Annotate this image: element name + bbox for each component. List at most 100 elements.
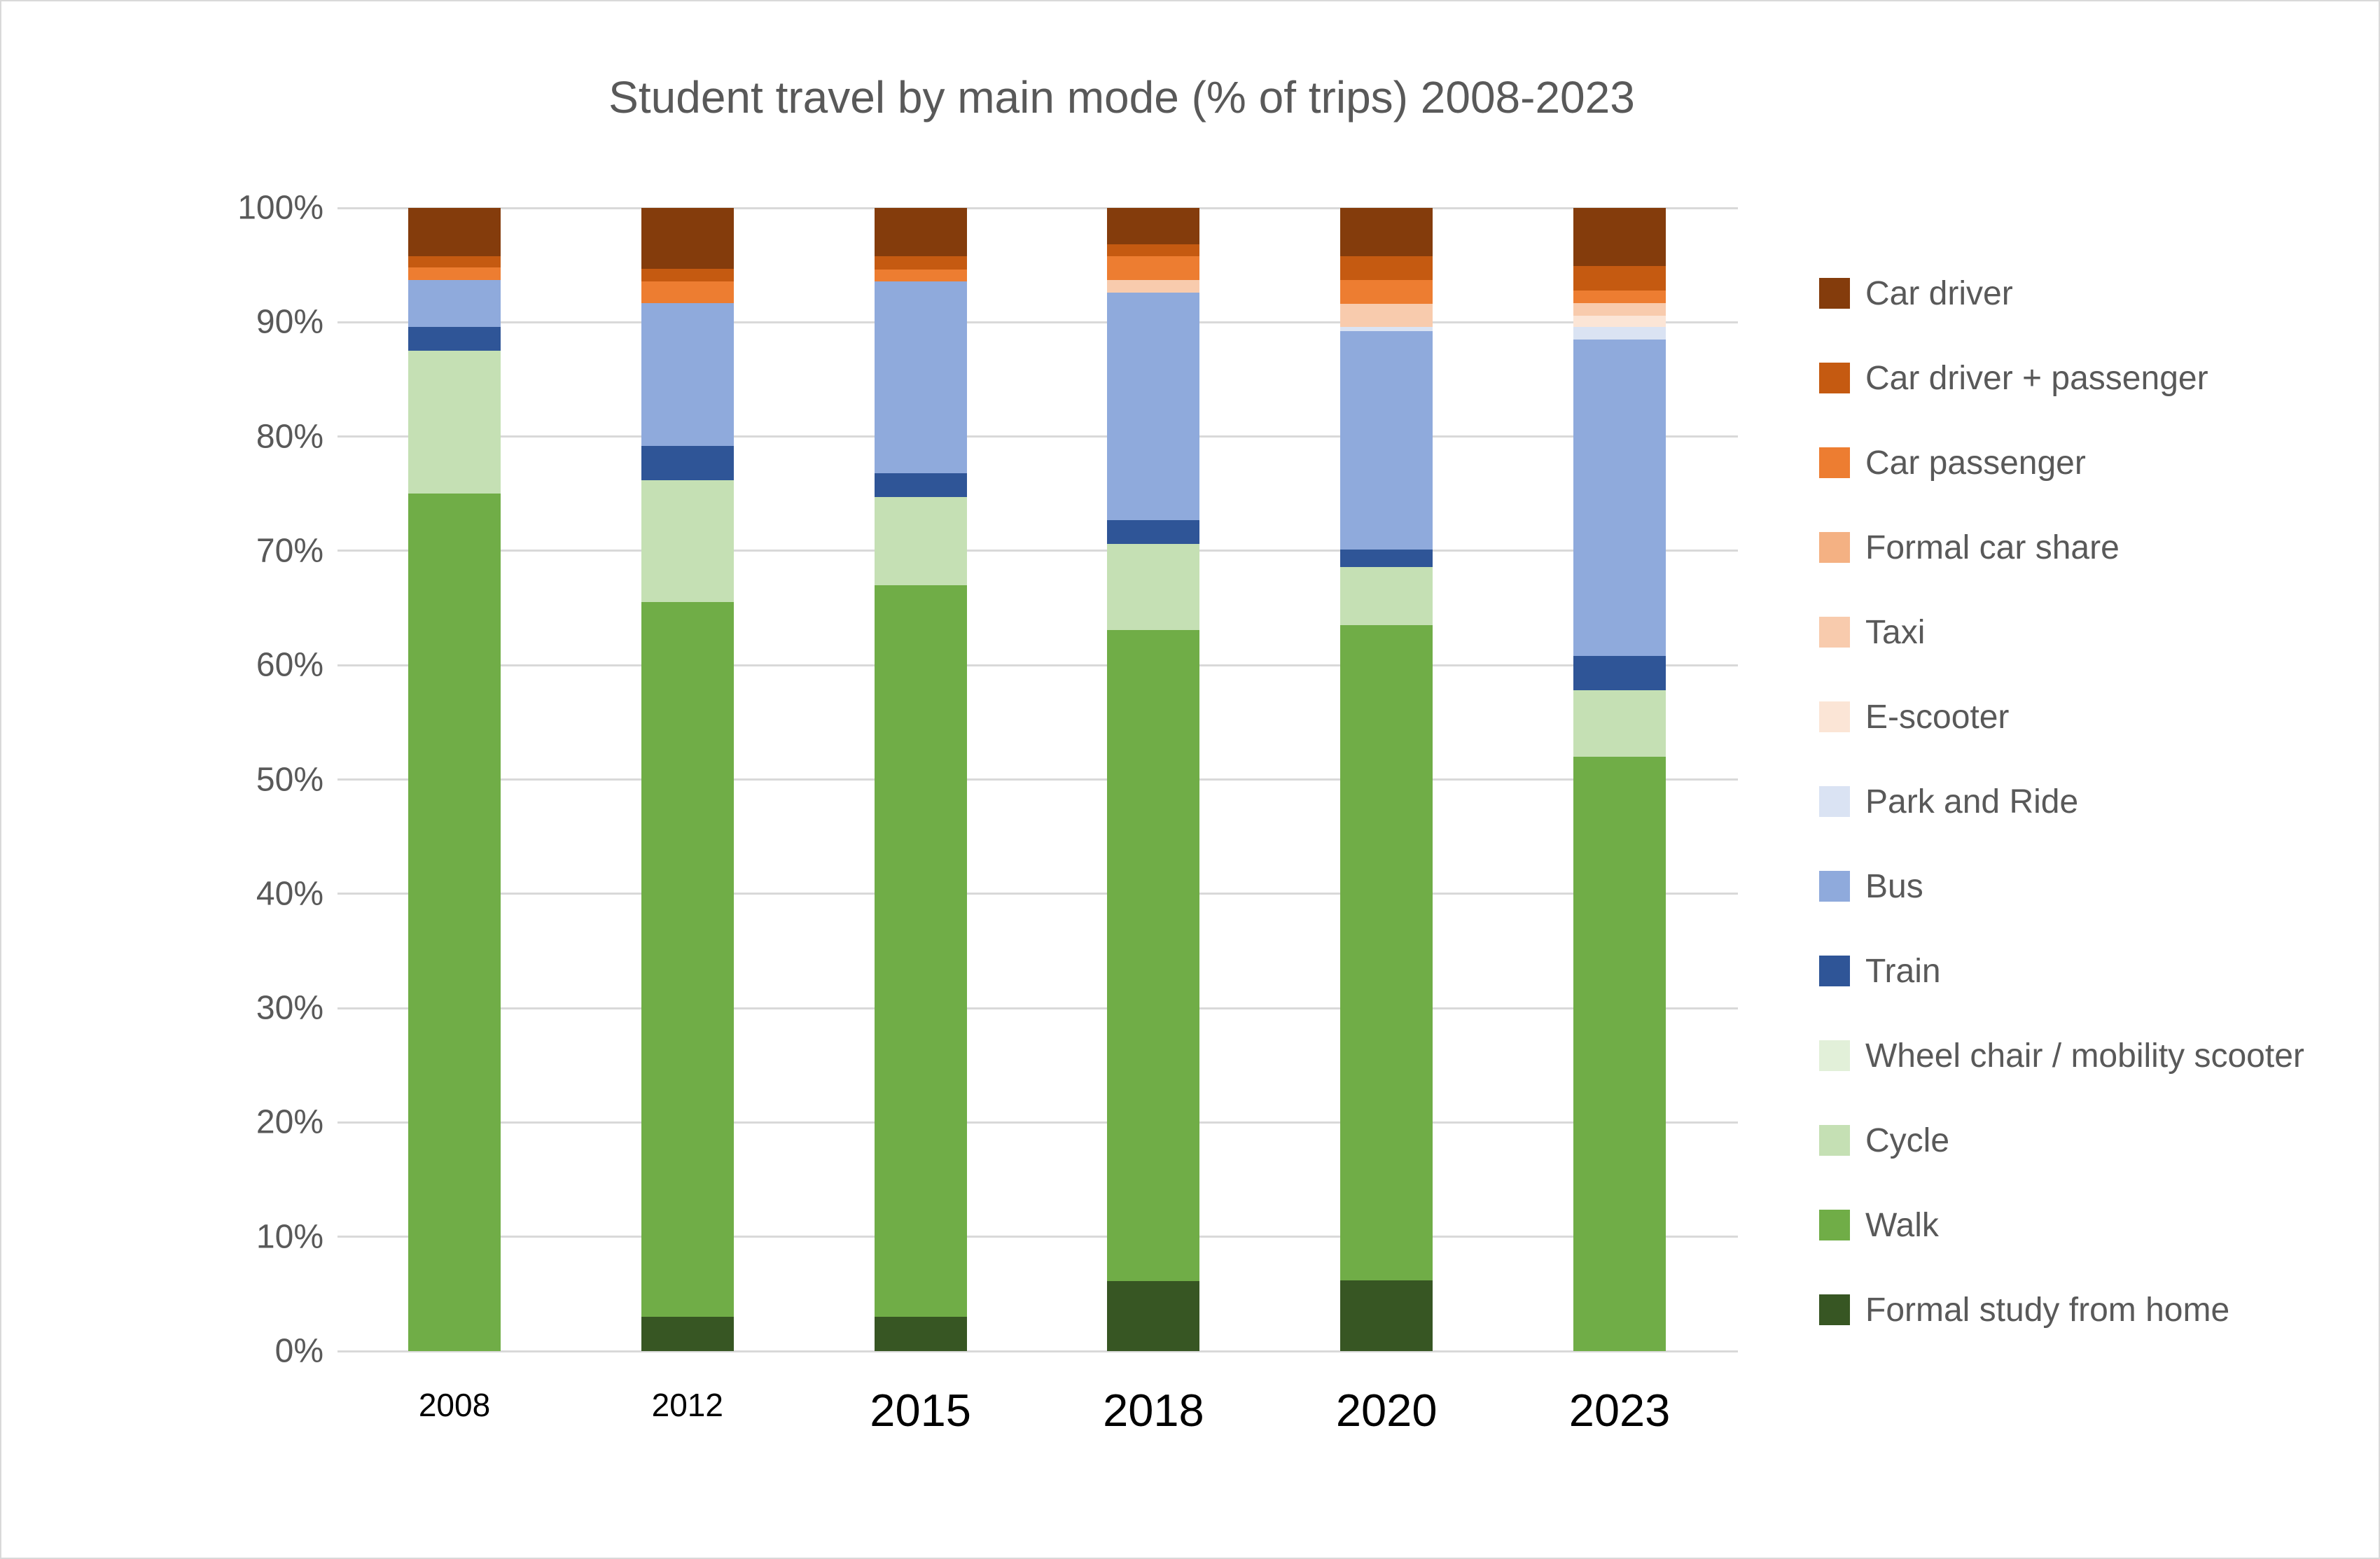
legend-label: Formal study from home bbox=[1865, 1291, 2230, 1329]
bar-segment bbox=[641, 268, 734, 281]
x-axis-label: 2018 bbox=[1103, 1385, 1204, 1436]
y-axis-tick-label: 30% bbox=[256, 989, 323, 1027]
legend-swatch bbox=[1819, 956, 1850, 986]
legend-label: Car driver + passenger bbox=[1865, 359, 2208, 397]
y-axis-tick-label: 80% bbox=[256, 418, 323, 456]
bar-column bbox=[1107, 208, 1200, 1351]
bar-segment bbox=[874, 1317, 967, 1351]
legend-swatch bbox=[1819, 278, 1850, 309]
legend-swatch bbox=[1819, 701, 1850, 732]
y-axis-tick-label: 10% bbox=[256, 1218, 323, 1256]
gridline bbox=[337, 1121, 1738, 1124]
bar-segment bbox=[1340, 1280, 1433, 1351]
legend-swatch bbox=[1819, 532, 1850, 563]
bar-segment bbox=[408, 494, 501, 1351]
bar-segment bbox=[874, 281, 967, 473]
legend-swatch bbox=[1819, 447, 1850, 478]
legend-item: Park and Ride bbox=[1819, 783, 2079, 820]
gridline bbox=[337, 1350, 1738, 1352]
bar-column bbox=[1340, 208, 1433, 1351]
bar-segment bbox=[874, 497, 967, 585]
bar-segment bbox=[1340, 208, 1433, 256]
bar-segment bbox=[1573, 339, 1666, 657]
legend-swatch bbox=[1819, 1040, 1850, 1071]
bar-segment bbox=[1573, 302, 1666, 316]
bar-segment bbox=[1340, 326, 1433, 332]
legend-swatch bbox=[1819, 1125, 1850, 1156]
bar-segment bbox=[1573, 290, 1666, 303]
x-axis-label: 2020 bbox=[1335, 1385, 1438, 1436]
bar-segment bbox=[408, 279, 501, 327]
gridline bbox=[337, 778, 1738, 781]
bar-segment bbox=[1107, 629, 1200, 1282]
bar-segment bbox=[1573, 208, 1666, 267]
bar-segment bbox=[1340, 256, 1433, 280]
gridline bbox=[337, 664, 1738, 666]
bar-segment bbox=[874, 585, 967, 1317]
gridline bbox=[337, 1007, 1738, 1009]
legend-label: Cycle bbox=[1865, 1121, 1950, 1159]
bar-segment bbox=[1107, 244, 1200, 256]
gridline bbox=[337, 435, 1738, 438]
x-axis-label: 2012 bbox=[651, 1387, 723, 1423]
gridline bbox=[337, 550, 1738, 552]
legend-item: Walk bbox=[1819, 1207, 1939, 1244]
legend-swatch bbox=[1819, 363, 1850, 393]
legend-item: Formal study from home bbox=[1819, 1291, 2230, 1329]
bar-segment bbox=[641, 208, 734, 269]
bar-segment bbox=[1340, 279, 1433, 305]
bar-segment bbox=[1340, 331, 1433, 550]
legend-label: Train bbox=[1865, 952, 1941, 990]
legend-swatch bbox=[1819, 786, 1850, 817]
y-axis-tick-label: 40% bbox=[256, 875, 323, 913]
y-axis-tick-label: 100% bbox=[237, 189, 323, 227]
bar-segment bbox=[1340, 625, 1433, 1280]
bar-segment bbox=[641, 602, 734, 1317]
legend-item: E-scooter bbox=[1819, 699, 2009, 736]
y-axis-tick-label: 60% bbox=[256, 646, 323, 684]
chart-title: Student travel by main mode (% of trips)… bbox=[608, 72, 1635, 123]
gridline bbox=[337, 207, 1738, 209]
bar-segment bbox=[1107, 1281, 1200, 1351]
bar-segment bbox=[408, 351, 501, 494]
bar-segment bbox=[1573, 266, 1666, 291]
bar-column bbox=[408, 208, 501, 1351]
legend-label: Bus bbox=[1865, 867, 1923, 905]
legend-item: Bus bbox=[1819, 867, 1923, 905]
bar-segment bbox=[1107, 279, 1200, 293]
bar-segment bbox=[1573, 656, 1666, 691]
bar-segment bbox=[874, 473, 967, 498]
y-axis-tick-label: 70% bbox=[256, 532, 323, 570]
legend-item: Taxi bbox=[1819, 613, 1926, 651]
legend-label: Car driver bbox=[1865, 274, 2013, 312]
y-axis-tick-label: 20% bbox=[256, 1103, 323, 1141]
y-axis-tick-label: 0% bbox=[274, 1332, 323, 1370]
bar-column bbox=[1573, 208, 1666, 1351]
bar-segment bbox=[408, 208, 501, 256]
bar-segment bbox=[1573, 315, 1666, 327]
bar-segment bbox=[1107, 256, 1200, 280]
bar-segment bbox=[641, 445, 734, 480]
bar-column bbox=[641, 208, 734, 1351]
x-axis-label: 2008 bbox=[418, 1387, 491, 1423]
legend-item: Car driver bbox=[1819, 274, 2013, 312]
legend-item: Car driver + passenger bbox=[1819, 359, 2208, 397]
bar-segment bbox=[1573, 690, 1666, 757]
bar-segment bbox=[1573, 756, 1666, 1351]
legend-swatch bbox=[1819, 1294, 1850, 1325]
legend-item: Formal car share bbox=[1819, 529, 2120, 566]
legend-label: Wheel chair / mobility scooter bbox=[1865, 1037, 2304, 1075]
legend-label: Taxi bbox=[1865, 613, 1926, 651]
y-axis-tick-label: 90% bbox=[256, 303, 323, 341]
bar-segment bbox=[641, 302, 734, 446]
bar-segment bbox=[874, 256, 967, 270]
bar-segment bbox=[641, 281, 734, 303]
bar-segment bbox=[408, 326, 501, 351]
x-axis-label: 2015 bbox=[870, 1385, 971, 1436]
legend-swatch bbox=[1819, 617, 1850, 648]
bar-segment bbox=[641, 480, 734, 603]
legend-label: Park and Ride bbox=[1865, 783, 2079, 820]
bar-segment bbox=[1107, 519, 1200, 545]
gridline bbox=[337, 893, 1738, 895]
